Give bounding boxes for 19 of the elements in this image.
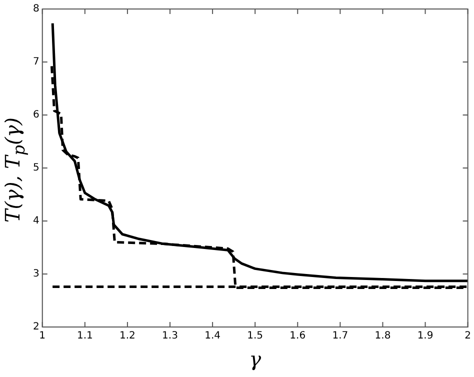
x-tick-label: 1.7 — [332, 330, 348, 342]
x-tick-label: 1.8 — [374, 330, 391, 342]
x-tick-label: 1.9 — [417, 330, 434, 342]
y-tick-label: 7 — [32, 56, 40, 68]
x-axis-title: γ — [249, 347, 262, 372]
y-tick-label: 3 — [32, 268, 40, 280]
x-tick-label: 1.3 — [162, 330, 178, 342]
x-tick-label: 1.1 — [76, 330, 93, 342]
y-tick-label: 8 — [32, 4, 40, 15]
x-tick-label: 1.4 — [204, 330, 220, 342]
x-tick-label: 1 — [39, 330, 46, 342]
y-tick-label: 2 — [32, 322, 40, 333]
x-tick-label: 1.5 — [247, 330, 264, 342]
y-tick-label: 5 — [32, 162, 40, 174]
x-tick-label: 1.6 — [290, 330, 306, 342]
x-tick-label: 1.2 — [120, 330, 136, 342]
y-tick-label: 6 — [32, 110, 40, 121]
y-tick-label: 4 — [32, 216, 40, 227]
x-tick-label: 2 — [464, 330, 472, 342]
